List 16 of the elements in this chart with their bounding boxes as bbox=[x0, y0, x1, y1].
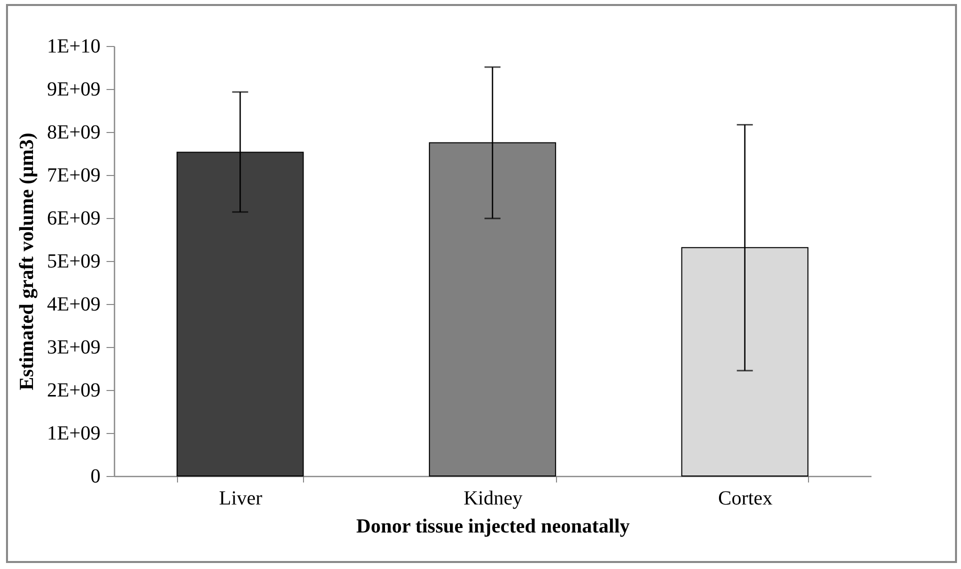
y-tick-label: 8E+09 bbox=[47, 122, 100, 144]
y-tick-label: 7E+09 bbox=[47, 164, 100, 186]
y-tick-label: 4E+09 bbox=[47, 294, 100, 316]
y-tick-label: 2E+09 bbox=[47, 380, 100, 402]
x-tick-label: Cortex bbox=[718, 488, 773, 510]
y-tick-label: 9E+09 bbox=[47, 78, 100, 100]
x-tick-label: Liver bbox=[219, 488, 263, 510]
y-tick-label: 1E+09 bbox=[47, 422, 100, 444]
x-tick-label: Kidney bbox=[464, 488, 522, 510]
y-tick-label: 3E+09 bbox=[47, 336, 100, 358]
y-tick-label: 0 bbox=[90, 466, 100, 488]
y-tick-label: 5E+09 bbox=[47, 250, 100, 272]
y-tick-label: 1E+10 bbox=[47, 36, 100, 58]
y-axis-title: Estimated graft volume (µm3) bbox=[16, 132, 38, 390]
x-axis-title: Donor tissue injected neonatally bbox=[356, 516, 630, 538]
y-tick-label: 6E+09 bbox=[47, 208, 100, 230]
